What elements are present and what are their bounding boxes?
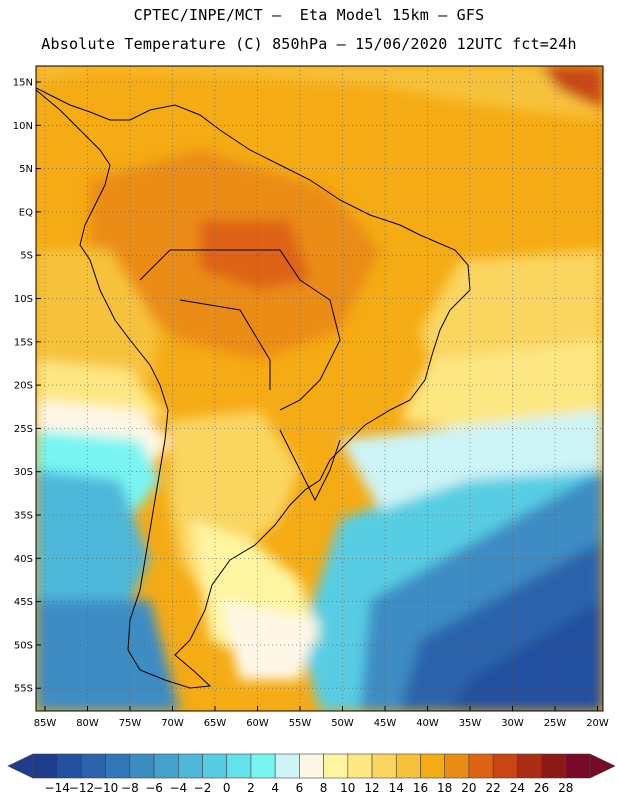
colorbar-swatch: [371, 753, 397, 779]
lon-label: 85W: [34, 718, 57, 729]
lon-label: 30W: [501, 718, 524, 729]
gridlines: [36, 66, 603, 711]
colorbar-swatch: [56, 753, 82, 779]
colorbar-swatch: [250, 753, 276, 779]
colorbar-tick-label: 0: [223, 781, 231, 795]
lat-label: 35S: [14, 511, 33, 522]
colorbar-tick-label: 10: [340, 781, 355, 795]
colorbar-tick-label: −10: [93, 781, 118, 795]
lat-label: 40S: [14, 554, 33, 565]
lat-label: 5S: [20, 251, 33, 262]
lon-label: 45W: [374, 718, 397, 729]
lon-label: 40W: [416, 718, 439, 729]
lat-label: 25S: [14, 424, 33, 435]
lat-label: 45S: [14, 597, 33, 608]
colorbar-tick-label: 22: [485, 781, 500, 795]
lon-label: 25W: [544, 718, 567, 729]
colorbar-swatch: [517, 753, 542, 779]
chart-title-model: CPTEC/INPE/MCT – Eta Model 15km – GFS: [133, 6, 485, 24]
lon-label: 35W: [459, 718, 482, 729]
lat-label: 30S: [14, 467, 33, 478]
colorbar-tick-label: 24: [510, 781, 525, 795]
colorbar-tick-label: 6: [296, 781, 304, 795]
colorbar-swatch: [178, 753, 203, 779]
colorbar-swatch: [226, 753, 252, 779]
colorbar-swatch: [347, 753, 373, 779]
colorbar-high-arrow: [589, 753, 616, 779]
colorbar-tick-label: −12: [69, 781, 94, 795]
colorbar-swatch: [420, 753, 445, 779]
colorbar-tick-label: 26: [534, 781, 549, 795]
lat-label: 10N: [13, 121, 33, 132]
colorbar-tick-label: 14: [389, 781, 404, 795]
chart-title-field: Absolute Temperature (C) 850hPa – 15/06/…: [41, 35, 577, 53]
colorbar-tick-label: −2: [194, 781, 212, 795]
colorbar-tick-label: −4: [169, 781, 187, 795]
temperature-field: [36, 66, 603, 711]
lon-label: 20W: [586, 718, 609, 729]
colorbar-tick-label: −14: [45, 781, 70, 795]
colorbar-tick-label: 28: [558, 781, 573, 795]
lat-label: 50S: [14, 640, 33, 651]
longitude-labels: 85W 80W 75W 70W 65W 60W 55W 50W 45W 40W 35W 30W 25W 2…: [34, 706, 609, 729]
colorbar-swatch: [274, 753, 300, 779]
colorbar-tick-label: 2: [247, 781, 255, 795]
colorbar-swatch: [565, 753, 591, 779]
colorbar-tick-label: 20: [461, 781, 476, 795]
colorbar-swatch: [153, 753, 179, 779]
map-frame: [35, 65, 604, 712]
latitude-labels: 15N 10N 5N EQ 5S 10S 15S 20S 25S 30S 35S 40S 45S 50S 5…: [13, 78, 41, 695]
colorbar-swatch: [32, 753, 58, 779]
lat-label: EQ: [19, 207, 33, 218]
colorbar-swatch: [299, 753, 324, 779]
colorbar-swatch: [541, 753, 567, 779]
colorbar-swatch: [492, 753, 518, 779]
colorbar-swatch: [105, 753, 131, 779]
colorbar-tick-label: 12: [364, 781, 379, 795]
colorbar-tick-label: 4: [271, 781, 279, 795]
colorbar-swatch: [129, 753, 155, 779]
lon-label: 50W: [331, 718, 354, 729]
coastline: [36, 87, 471, 689]
lon-label: 60W: [246, 718, 269, 729]
colorbar-tick-label: −8: [121, 781, 139, 795]
colorbar-tick-label: 16: [413, 781, 428, 795]
lat-label: 15S: [14, 337, 33, 348]
colorbar-swatch: [81, 753, 106, 779]
colorbar-swatch: [468, 753, 494, 779]
colorbar-swatch: [202, 753, 228, 779]
lat-label: 15N: [13, 78, 33, 89]
lat-label: 5N: [19, 164, 33, 175]
lon-label: 75W: [119, 718, 142, 729]
lon-label: 80W: [76, 718, 99, 729]
lat-label: 20S: [14, 381, 33, 392]
lon-label: 70W: [161, 718, 184, 729]
lon-label: 65W: [204, 718, 227, 729]
colorbar-tick-label: −6: [145, 781, 163, 795]
colorbar-swatch: [444, 753, 470, 779]
colorbar-tick-label: 18: [437, 781, 452, 795]
lat-label: 10S: [14, 294, 33, 305]
colorbar: −14−12−10 −8 −6 −4 −2 0 2 4 6 8 10 12 14 16 18 20 22 24 26…: [7, 753, 616, 795]
colorbar-low-arrow: [7, 753, 34, 779]
lat-label: 55S: [14, 684, 33, 695]
lon-label: 55W: [289, 718, 312, 729]
colorbar-swatch: [395, 753, 421, 779]
colorbar-swatch: [323, 753, 349, 779]
colorbar-tick-label: 8: [320, 781, 328, 795]
